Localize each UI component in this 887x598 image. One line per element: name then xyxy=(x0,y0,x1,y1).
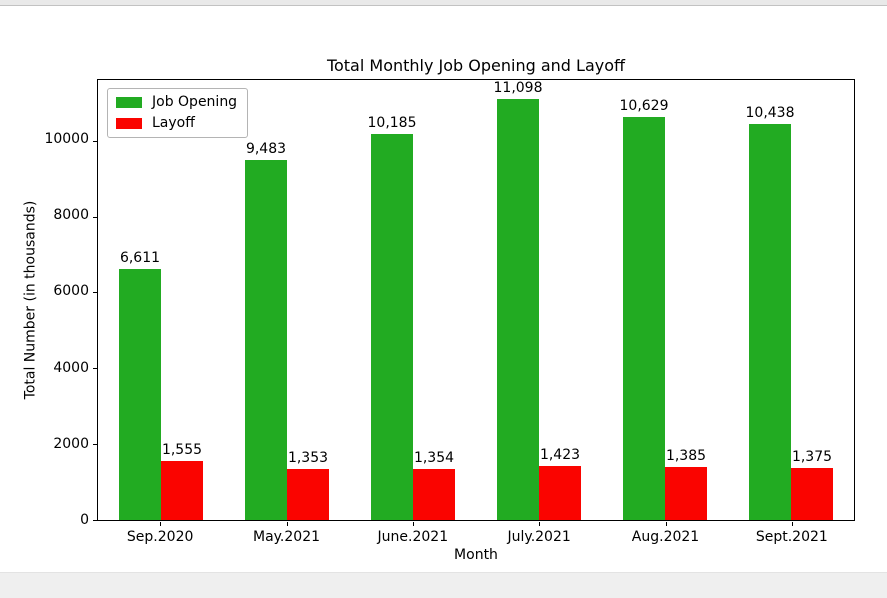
bar-column: 10,438 xyxy=(746,80,795,520)
y-tick-mark xyxy=(93,520,97,521)
bar-pair: 9,483 1,353 xyxy=(245,80,329,520)
x-tick-mark xyxy=(791,522,793,526)
y-tick-label: 8000 xyxy=(53,207,89,224)
y-tick-mark xyxy=(93,444,97,446)
bar-group: 6,611 1,555 xyxy=(98,80,224,520)
legend: Job Opening Layoff xyxy=(107,88,249,138)
bar-layoff xyxy=(791,467,833,520)
bar-column: 10,185 xyxy=(368,80,417,520)
bar-group: 10,629 1,385 xyxy=(602,80,728,520)
plot-area: 6,611 1,555 9,483 1,353 10,185 1,354 11,098 1,4… xyxy=(93,79,855,521)
bar-value-label: 1,353 xyxy=(287,449,329,466)
y-tick-label: 0 xyxy=(80,512,89,528)
bar-job-opening xyxy=(749,124,791,520)
bar-layoff xyxy=(161,461,203,520)
bar-group: 10,185 1,354 xyxy=(350,80,476,520)
bar-layoff xyxy=(665,467,707,520)
x-tick-mark xyxy=(665,522,667,526)
bar-pair: 10,185 1,354 xyxy=(368,80,455,520)
browser-bottom-strip xyxy=(0,572,887,598)
bar-value-label: 1,555 xyxy=(161,442,203,459)
legend-item-layoff: Layoff xyxy=(116,116,237,131)
bar-job-opening xyxy=(371,133,413,520)
y-tick-mark xyxy=(93,368,97,370)
y-tick-label: 6000 xyxy=(53,283,89,300)
bar-job-opening xyxy=(497,99,539,520)
x-tick-mark xyxy=(160,522,162,526)
bar-group: 10,438 1,375 xyxy=(728,80,854,520)
legend-item-job-opening: Job Opening xyxy=(116,95,237,110)
bar-pair: 6,611 1,555 xyxy=(119,80,203,520)
bar-value-label: 11,098 xyxy=(493,80,543,97)
legend-label-layoff: Layoff xyxy=(152,115,195,131)
bar-value-label: 10,185 xyxy=(367,114,417,131)
bar-pair: 11,098 1,423 xyxy=(494,80,581,520)
x-tick-label: June.2021 xyxy=(377,529,449,545)
bar-value-label: 1,354 xyxy=(413,449,455,466)
bar-column: 1,375 xyxy=(791,80,833,520)
x-tick-label: Sep.2020 xyxy=(126,529,194,545)
x-tick-mark xyxy=(539,522,541,526)
bar-group: 11,098 1,423 xyxy=(476,80,602,520)
x-tick-label: May.2021 xyxy=(252,529,321,545)
bar-value-label: 1,385 xyxy=(665,448,707,465)
bar-value-label: 10,629 xyxy=(619,97,669,114)
bar-pair: 10,438 1,375 xyxy=(746,80,833,520)
bar-value-label: 1,375 xyxy=(791,448,833,465)
bar-column: 1,385 xyxy=(665,80,707,520)
legend-swatch-job-opening xyxy=(116,97,142,108)
bar-value-label: 1,423 xyxy=(539,447,581,464)
x-axis-label: Month xyxy=(454,547,498,563)
x-tick-label: Sept.2021 xyxy=(755,529,828,545)
bar-column: 6,611 xyxy=(119,80,161,520)
chart-title: Total Monthly Job Opening and Layoff xyxy=(326,56,626,75)
browser-top-strip xyxy=(0,0,887,6)
bar-layoff xyxy=(287,468,329,520)
y-tick-mark xyxy=(93,216,97,218)
y-tick-label: 2000 xyxy=(53,435,89,452)
bar-layoff xyxy=(413,468,455,520)
bar-column: 11,098 xyxy=(494,80,543,520)
bar-column: 10,629 xyxy=(620,80,669,520)
x-tick-label: July.2021 xyxy=(507,529,571,545)
y-tick-label: 4000 xyxy=(53,359,89,376)
bar-layoff xyxy=(539,466,581,520)
bar-job-opening xyxy=(245,160,287,520)
bar-job-opening xyxy=(623,116,665,520)
y-tick-mark xyxy=(93,140,97,142)
bar-value-label: 10,438 xyxy=(745,105,795,122)
bar-column: 1,354 xyxy=(413,80,455,520)
bar-pair: 10,629 1,385 xyxy=(620,80,707,520)
chart-figure: Total Monthly Job Opening and Layoff Tot… xyxy=(0,7,887,572)
y-tick-label: 10000 xyxy=(44,130,89,147)
bars-container: 6,611 1,555 9,483 1,353 10,185 1,354 11,098 1,4… xyxy=(98,80,854,520)
bar-value-label: 9,483 xyxy=(245,141,287,158)
bar-column: 1,555 xyxy=(161,80,203,520)
legend-swatch-layoff xyxy=(116,118,142,129)
x-tick-mark xyxy=(286,522,288,526)
bar-value-label: 6,611 xyxy=(119,250,161,267)
bar-group: 9,483 1,353 xyxy=(224,80,350,520)
bar-column: 9,483 xyxy=(245,80,287,520)
y-tick-mark xyxy=(93,292,97,294)
y-axis-label: Total Number (in thousands) xyxy=(22,200,39,400)
x-tick-label: Aug.2021 xyxy=(631,529,700,545)
bar-column: 1,353 xyxy=(287,80,329,520)
bar-column: 1,423 xyxy=(539,80,581,520)
bar-job-opening xyxy=(119,269,161,520)
legend-label-job-opening: Job Opening xyxy=(152,94,238,110)
x-tick-mark xyxy=(412,522,414,526)
